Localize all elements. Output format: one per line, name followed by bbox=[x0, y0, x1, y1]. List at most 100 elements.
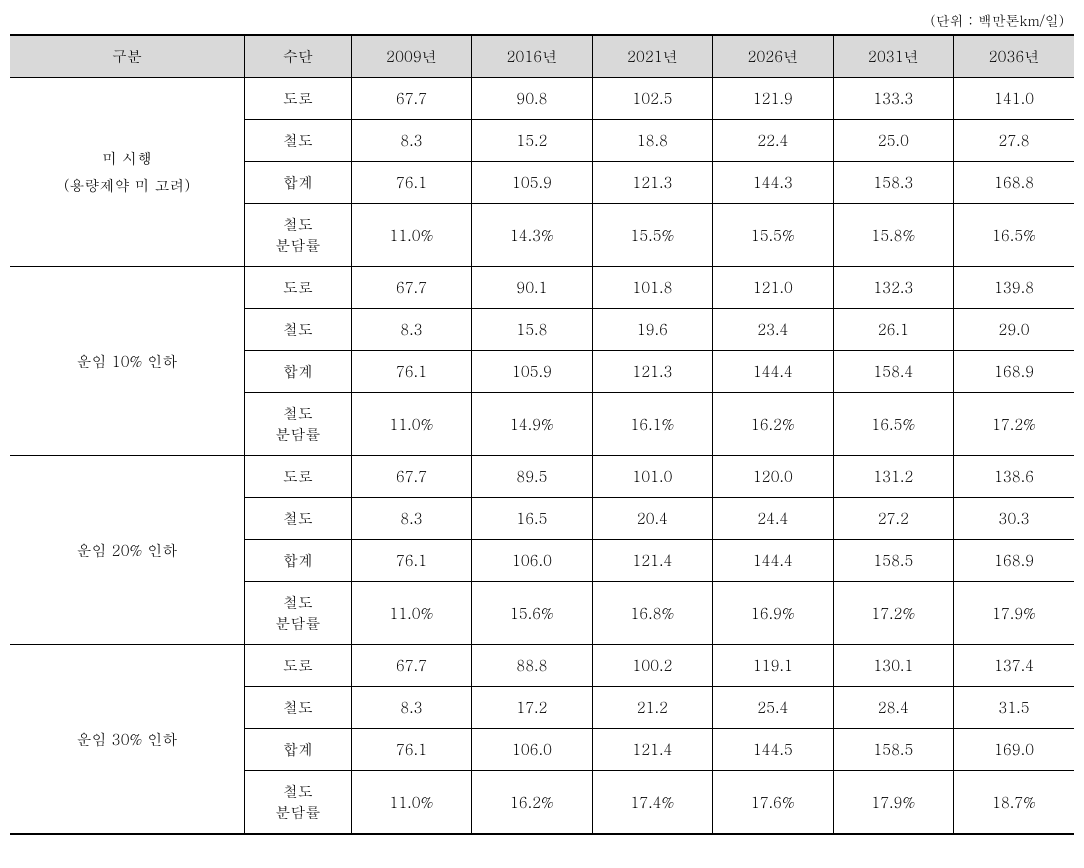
table-header-row: 구분 수단 2009년 2016년 2021년 2026년 2031년 2036… bbox=[10, 35, 1074, 78]
type-cell: 철도분담률 bbox=[245, 771, 352, 835]
value-cell: 15.8% bbox=[833, 204, 953, 267]
value-cell: 105.9 bbox=[472, 162, 592, 204]
value-cell: 15.5% bbox=[713, 204, 833, 267]
category-cell: 운임 20% 인하 bbox=[10, 456, 245, 645]
value-cell: 16.2% bbox=[472, 771, 592, 835]
value-cell: 144.5 bbox=[713, 729, 833, 771]
value-cell: 29.0 bbox=[954, 309, 1074, 351]
type-cell: 철도 bbox=[245, 498, 352, 540]
value-cell: 90.1 bbox=[472, 267, 592, 309]
value-cell: 106.0 bbox=[472, 540, 592, 582]
value-cell: 11.0% bbox=[351, 393, 471, 456]
value-cell: 121.4 bbox=[592, 540, 712, 582]
value-cell: 14.9% bbox=[472, 393, 592, 456]
value-cell: 141.0 bbox=[954, 78, 1074, 120]
type-cell: 도로 bbox=[245, 645, 352, 687]
value-cell: 121.3 bbox=[592, 162, 712, 204]
value-cell: 76.1 bbox=[351, 162, 471, 204]
header-y2031: 2031년 bbox=[833, 35, 953, 78]
value-cell: 16.1% bbox=[592, 393, 712, 456]
category-cell: 운임 30% 인하 bbox=[10, 645, 245, 835]
value-cell: 8.3 bbox=[351, 687, 471, 729]
header-y2021: 2021년 bbox=[592, 35, 712, 78]
type-cell: 철도 bbox=[245, 120, 352, 162]
value-cell: 158.4 bbox=[833, 351, 953, 393]
value-cell: 144.3 bbox=[713, 162, 833, 204]
value-cell: 168.9 bbox=[954, 540, 1074, 582]
type-cell: 철도분담률 bbox=[245, 393, 352, 456]
value-cell: 101.0 bbox=[592, 456, 712, 498]
value-cell: 138.6 bbox=[954, 456, 1074, 498]
value-cell: 8.3 bbox=[351, 120, 471, 162]
value-cell: 17.2 bbox=[472, 687, 592, 729]
table-row: 운임 30% 인하도로67.788.8100.2119.1130.1137.4 bbox=[10, 645, 1074, 687]
type-cell: 철도 bbox=[245, 687, 352, 729]
table-row: 운임 10% 인하도로67.790.1101.8121.0132.3139.8 bbox=[10, 267, 1074, 309]
value-cell: 158.5 bbox=[833, 540, 953, 582]
value-cell: 15.6% bbox=[472, 582, 592, 645]
unit-label: (단위 : 백만톤km/일) bbox=[10, 10, 1074, 30]
type-cell: 합계 bbox=[245, 351, 352, 393]
value-cell: 168.9 bbox=[954, 351, 1074, 393]
value-cell: 17.9% bbox=[833, 771, 953, 835]
value-cell: 19.6 bbox=[592, 309, 712, 351]
value-cell: 67.7 bbox=[351, 267, 471, 309]
value-cell: 8.3 bbox=[351, 309, 471, 351]
value-cell: 8.3 bbox=[351, 498, 471, 540]
value-cell: 16.5% bbox=[954, 204, 1074, 267]
type-cell: 합계 bbox=[245, 729, 352, 771]
value-cell: 17.2% bbox=[954, 393, 1074, 456]
value-cell: 158.3 bbox=[833, 162, 953, 204]
value-cell: 121.9 bbox=[713, 78, 833, 120]
value-cell: 121.0 bbox=[713, 267, 833, 309]
value-cell: 15.8 bbox=[472, 309, 592, 351]
value-cell: 168.8 bbox=[954, 162, 1074, 204]
value-cell: 100.2 bbox=[592, 645, 712, 687]
value-cell: 25.0 bbox=[833, 120, 953, 162]
value-cell: 18.8 bbox=[592, 120, 712, 162]
header-type: 수단 bbox=[245, 35, 352, 78]
header-y2009: 2009년 bbox=[351, 35, 471, 78]
value-cell: 25.4 bbox=[713, 687, 833, 729]
data-table: 구분 수단 2009년 2016년 2021년 2026년 2031년 2036… bbox=[10, 34, 1074, 835]
value-cell: 14.3% bbox=[472, 204, 592, 267]
value-cell: 22.4 bbox=[713, 120, 833, 162]
type-cell: 도로 bbox=[245, 456, 352, 498]
value-cell: 31.5 bbox=[954, 687, 1074, 729]
value-cell: 131.2 bbox=[833, 456, 953, 498]
value-cell: 27.2 bbox=[833, 498, 953, 540]
value-cell: 16.2% bbox=[713, 393, 833, 456]
header-y2036: 2036년 bbox=[954, 35, 1074, 78]
value-cell: 28.4 bbox=[833, 687, 953, 729]
type-cell: 철도분담률 bbox=[245, 204, 352, 267]
value-cell: 121.3 bbox=[592, 351, 712, 393]
value-cell: 67.7 bbox=[351, 456, 471, 498]
value-cell: 23.4 bbox=[713, 309, 833, 351]
value-cell: 17.9% bbox=[954, 582, 1074, 645]
value-cell: 88.8 bbox=[472, 645, 592, 687]
type-cell: 철도 bbox=[245, 309, 352, 351]
value-cell: 90.8 bbox=[472, 78, 592, 120]
header-category: 구분 bbox=[10, 35, 245, 78]
value-cell: 16.5% bbox=[833, 393, 953, 456]
header-y2016: 2016년 bbox=[472, 35, 592, 78]
value-cell: 76.1 bbox=[351, 540, 471, 582]
value-cell: 11.0% bbox=[351, 582, 471, 645]
value-cell: 24.4 bbox=[713, 498, 833, 540]
value-cell: 139.8 bbox=[954, 267, 1074, 309]
type-cell: 도로 bbox=[245, 267, 352, 309]
value-cell: 120.0 bbox=[713, 456, 833, 498]
value-cell: 17.6% bbox=[713, 771, 833, 835]
value-cell: 16.9% bbox=[713, 582, 833, 645]
value-cell: 15.5% bbox=[592, 204, 712, 267]
value-cell: 67.7 bbox=[351, 78, 471, 120]
value-cell: 18.7% bbox=[954, 771, 1074, 835]
value-cell: 26.1 bbox=[833, 309, 953, 351]
value-cell: 11.0% bbox=[351, 204, 471, 267]
value-cell: 133.3 bbox=[833, 78, 953, 120]
category-cell: 운임 10% 인하 bbox=[10, 267, 245, 456]
value-cell: 67.7 bbox=[351, 645, 471, 687]
value-cell: 119.1 bbox=[713, 645, 833, 687]
value-cell: 144.4 bbox=[713, 540, 833, 582]
value-cell: 89.5 bbox=[472, 456, 592, 498]
